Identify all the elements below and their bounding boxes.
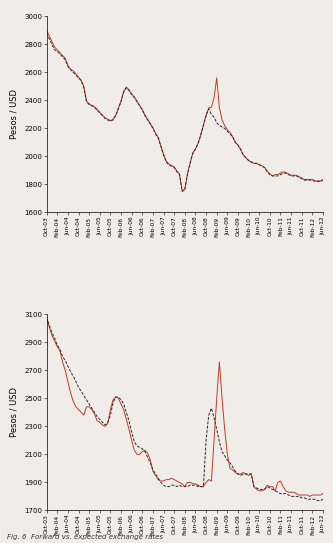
Y-axis label: Pesos / USD: Pesos / USD [10,90,19,140]
Legend: - -Expected Rate, —Forward Rate: - -Expected Rate, —Forward Rate [109,318,261,330]
Text: (a) 1-month Horizon: (a) 1-month Horizon [134,346,236,355]
Y-axis label: Pesos / USD: Pesos / USD [10,387,19,437]
Text: Fig. 6  Forward vs. expected exchange rates: Fig. 6 Forward vs. expected exchange rat… [7,534,163,540]
